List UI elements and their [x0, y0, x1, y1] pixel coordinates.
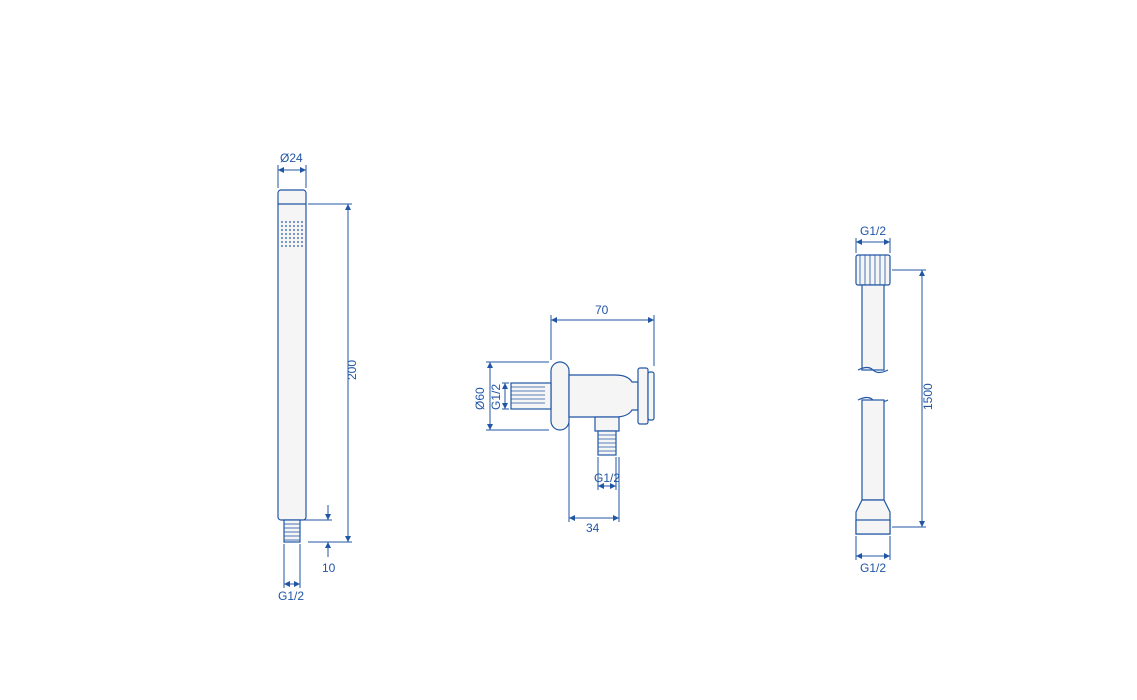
- technical-drawing: Ø24 200 10 G1/2: [0, 0, 1137, 700]
- dim-hose-length: 1500: [921, 383, 935, 410]
- dim-diameter: Ø24: [280, 151, 303, 165]
- dim-length: 200: [345, 360, 359, 380]
- dim-outlet-34: 34: [586, 521, 600, 535]
- dim-side-thread: G1/2: [489, 384, 503, 410]
- dim-bottom-thread: G1/2: [594, 471, 620, 485]
- hose-drawing: G1/2 G1/2 1500: [856, 224, 935, 575]
- outlet-drawing: 70 Ø60 G1/2 G1/2 34: [473, 303, 654, 535]
- dim-stub: 10: [322, 561, 336, 575]
- handset-drawing: Ø24 200 10 G1/2: [278, 151, 359, 603]
- dim-flange-dia: Ø60: [473, 387, 487, 410]
- dim-thread-bottom: G1/2: [278, 589, 304, 603]
- dim-hose-top-thread: G1/2: [860, 224, 886, 238]
- dim-hose-bottom-thread: G1/2: [860, 561, 886, 575]
- dim-outlet-width: 70: [595, 303, 609, 317]
